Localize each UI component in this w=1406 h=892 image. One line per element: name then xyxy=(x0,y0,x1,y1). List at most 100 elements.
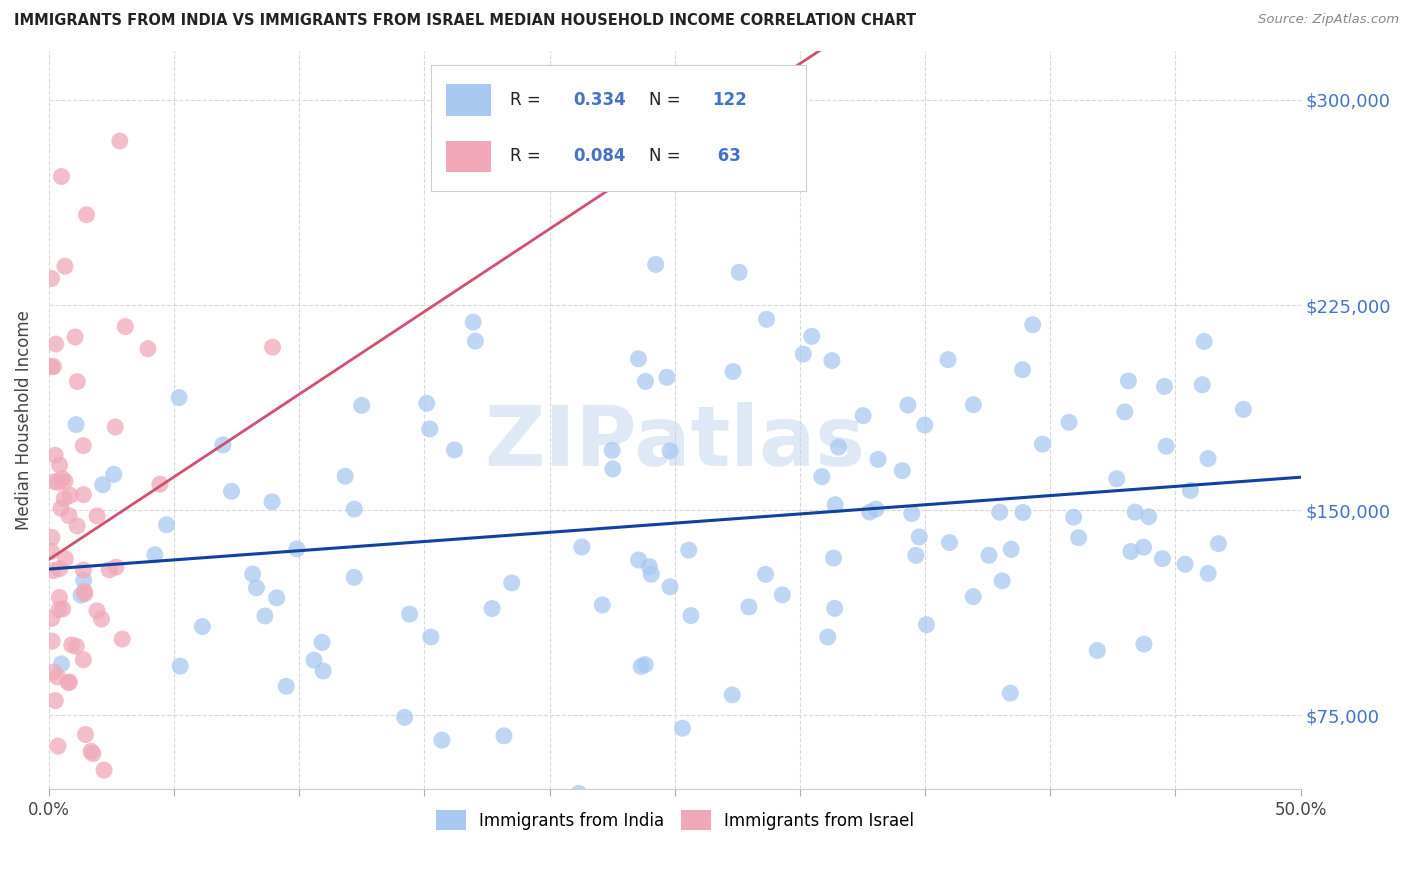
Point xyxy=(721,688,744,702)
Point xyxy=(1012,506,1035,520)
Point xyxy=(108,134,131,148)
Point xyxy=(1000,686,1022,700)
Point xyxy=(48,602,70,616)
Point xyxy=(600,443,623,458)
Point xyxy=(53,475,76,489)
Point xyxy=(1133,637,1156,651)
Point xyxy=(66,519,89,533)
Point xyxy=(343,570,366,584)
Point xyxy=(1057,415,1080,429)
Point xyxy=(49,501,72,516)
Point xyxy=(481,601,503,615)
Point xyxy=(962,398,984,412)
Point xyxy=(48,591,70,605)
Point xyxy=(492,729,515,743)
Point xyxy=(103,467,125,482)
Point xyxy=(53,259,76,273)
Text: Source: ZipAtlas.com: Source: ZipAtlas.com xyxy=(1258,13,1399,27)
Point xyxy=(72,563,94,577)
Point xyxy=(755,567,778,582)
Point xyxy=(72,488,94,502)
Point xyxy=(800,329,823,343)
Point xyxy=(167,391,190,405)
Point xyxy=(53,551,76,566)
Point xyxy=(41,359,63,374)
Point xyxy=(897,398,920,412)
Point xyxy=(991,574,1014,588)
Point xyxy=(659,443,682,458)
Point xyxy=(41,530,63,544)
Point xyxy=(221,484,243,499)
Point xyxy=(936,352,959,367)
Point xyxy=(638,559,661,574)
Point xyxy=(891,464,914,478)
Point xyxy=(41,544,63,558)
Legend: Immigrants from India, Immigrants from Israel: Immigrants from India, Immigrants from I… xyxy=(429,804,921,837)
Point xyxy=(1085,643,1108,657)
Point xyxy=(728,265,751,279)
Point xyxy=(44,448,66,462)
Point xyxy=(98,563,121,577)
Point xyxy=(136,342,159,356)
Point xyxy=(212,438,235,452)
Point xyxy=(70,588,93,602)
Point xyxy=(1063,510,1085,524)
Point xyxy=(1031,437,1053,451)
Point xyxy=(93,763,115,777)
Point xyxy=(640,567,662,582)
Point xyxy=(44,475,66,489)
Point xyxy=(908,530,931,544)
Point xyxy=(73,584,96,599)
Point xyxy=(41,634,63,648)
Point xyxy=(721,365,744,379)
Point xyxy=(104,560,127,574)
Point xyxy=(266,591,288,605)
Point xyxy=(893,792,915,806)
Point xyxy=(143,548,166,562)
Point xyxy=(60,638,83,652)
Point xyxy=(977,549,1000,563)
Point xyxy=(111,632,134,646)
Point xyxy=(276,679,298,693)
Point xyxy=(285,541,308,556)
Point xyxy=(46,670,69,684)
Point xyxy=(1174,558,1197,572)
Point xyxy=(75,727,97,741)
Point xyxy=(571,540,593,554)
Point xyxy=(44,693,66,707)
Point xyxy=(1114,405,1136,419)
Point xyxy=(962,590,984,604)
Point xyxy=(419,630,441,644)
Point xyxy=(678,543,700,558)
Point xyxy=(679,608,702,623)
Point xyxy=(1192,334,1215,349)
Point xyxy=(42,665,65,680)
Point xyxy=(42,359,65,374)
Point xyxy=(58,675,80,690)
Point xyxy=(335,469,357,483)
Point xyxy=(1119,544,1142,558)
Point xyxy=(824,498,846,512)
Point xyxy=(634,375,657,389)
Text: IMMIGRANTS FROM INDIA VS IMMIGRANTS FROM ISRAEL MEDIAN HOUSEHOLD INCOME CORRELAT: IMMIGRANTS FROM INDIA VS IMMIGRANTS FROM… xyxy=(14,13,917,29)
Point xyxy=(1000,542,1022,557)
Point xyxy=(90,612,112,626)
Point xyxy=(44,792,66,806)
Point xyxy=(904,549,927,563)
Point xyxy=(80,744,103,758)
Point xyxy=(755,312,778,326)
Point xyxy=(659,580,682,594)
Point xyxy=(817,630,839,644)
Point xyxy=(1123,505,1146,519)
Point xyxy=(262,340,284,354)
Point xyxy=(811,469,834,483)
Point xyxy=(1197,451,1219,466)
Point xyxy=(627,351,650,366)
Point xyxy=(827,440,849,454)
Point xyxy=(242,567,264,582)
Point xyxy=(868,452,890,467)
Point xyxy=(630,659,652,673)
Point xyxy=(1153,379,1175,393)
Point xyxy=(602,462,624,476)
Point xyxy=(104,420,127,434)
